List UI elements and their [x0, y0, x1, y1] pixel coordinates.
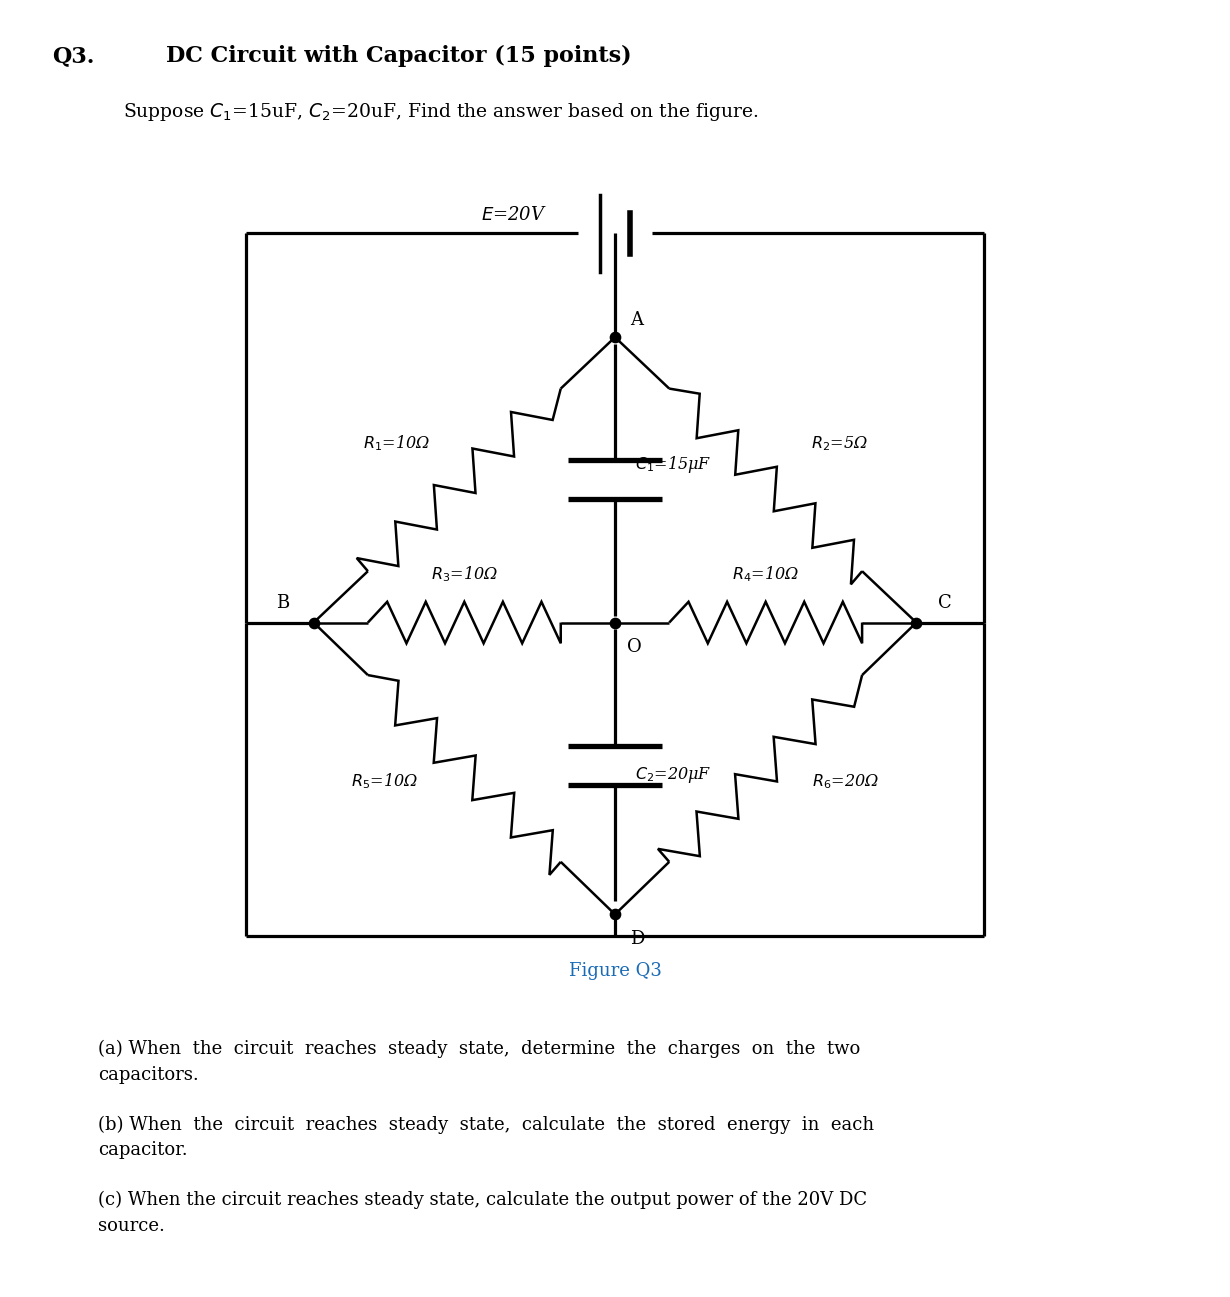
Text: DC Circuit with Capacitor (15 points): DC Circuit with Capacitor (15 points) [166, 45, 632, 67]
Point [605, 327, 625, 348]
Text: (b) When  the  circuit  reaches  steady  state,  calculate  the  stored  energy : (b) When the circuit reaches steady stat… [98, 1115, 875, 1160]
Text: $E$=20V: $E$=20V [481, 206, 547, 224]
Text: D: D [630, 930, 645, 948]
Text: $R_1$=10Ω: $R_1$=10Ω [363, 433, 430, 454]
Text: $R_3$=10Ω: $R_3$=10Ω [430, 564, 498, 584]
Point [605, 612, 625, 633]
Text: (c) When the circuit reaches steady state, calculate the output power of the 20V: (c) When the circuit reaches steady stat… [98, 1191, 867, 1235]
Text: Figure Q3: Figure Q3 [568, 962, 662, 981]
Point [605, 904, 625, 925]
Text: O: O [627, 638, 642, 656]
Text: $C_2$=20μF: $C_2$=20μF [635, 765, 711, 785]
Text: $C_1$=15μF: $C_1$=15μF [635, 454, 711, 475]
Point [304, 612, 323, 633]
Text: C: C [938, 594, 952, 612]
Text: Q3.: Q3. [52, 45, 93, 67]
Text: $R_4$=10Ω: $R_4$=10Ω [732, 564, 800, 584]
Text: $R_2$=5Ω: $R_2$=5Ω [811, 434, 868, 453]
Text: B: B [276, 594, 289, 612]
Text: (a) When  the  circuit  reaches  steady  state,  determine  the  charges  on  th: (a) When the circuit reaches steady stat… [98, 1040, 861, 1084]
Text: $R_6$=20Ω: $R_6$=20Ω [812, 772, 879, 791]
Point [907, 612, 926, 633]
Text: $R_5$=10Ω: $R_5$=10Ω [351, 772, 418, 791]
Text: A: A [630, 311, 643, 329]
Text: Suppose $C_1$=15uF, $C_2$=20uF, Find the answer based on the figure.: Suppose $C_1$=15uF, $C_2$=20uF, Find the… [123, 101, 759, 123]
